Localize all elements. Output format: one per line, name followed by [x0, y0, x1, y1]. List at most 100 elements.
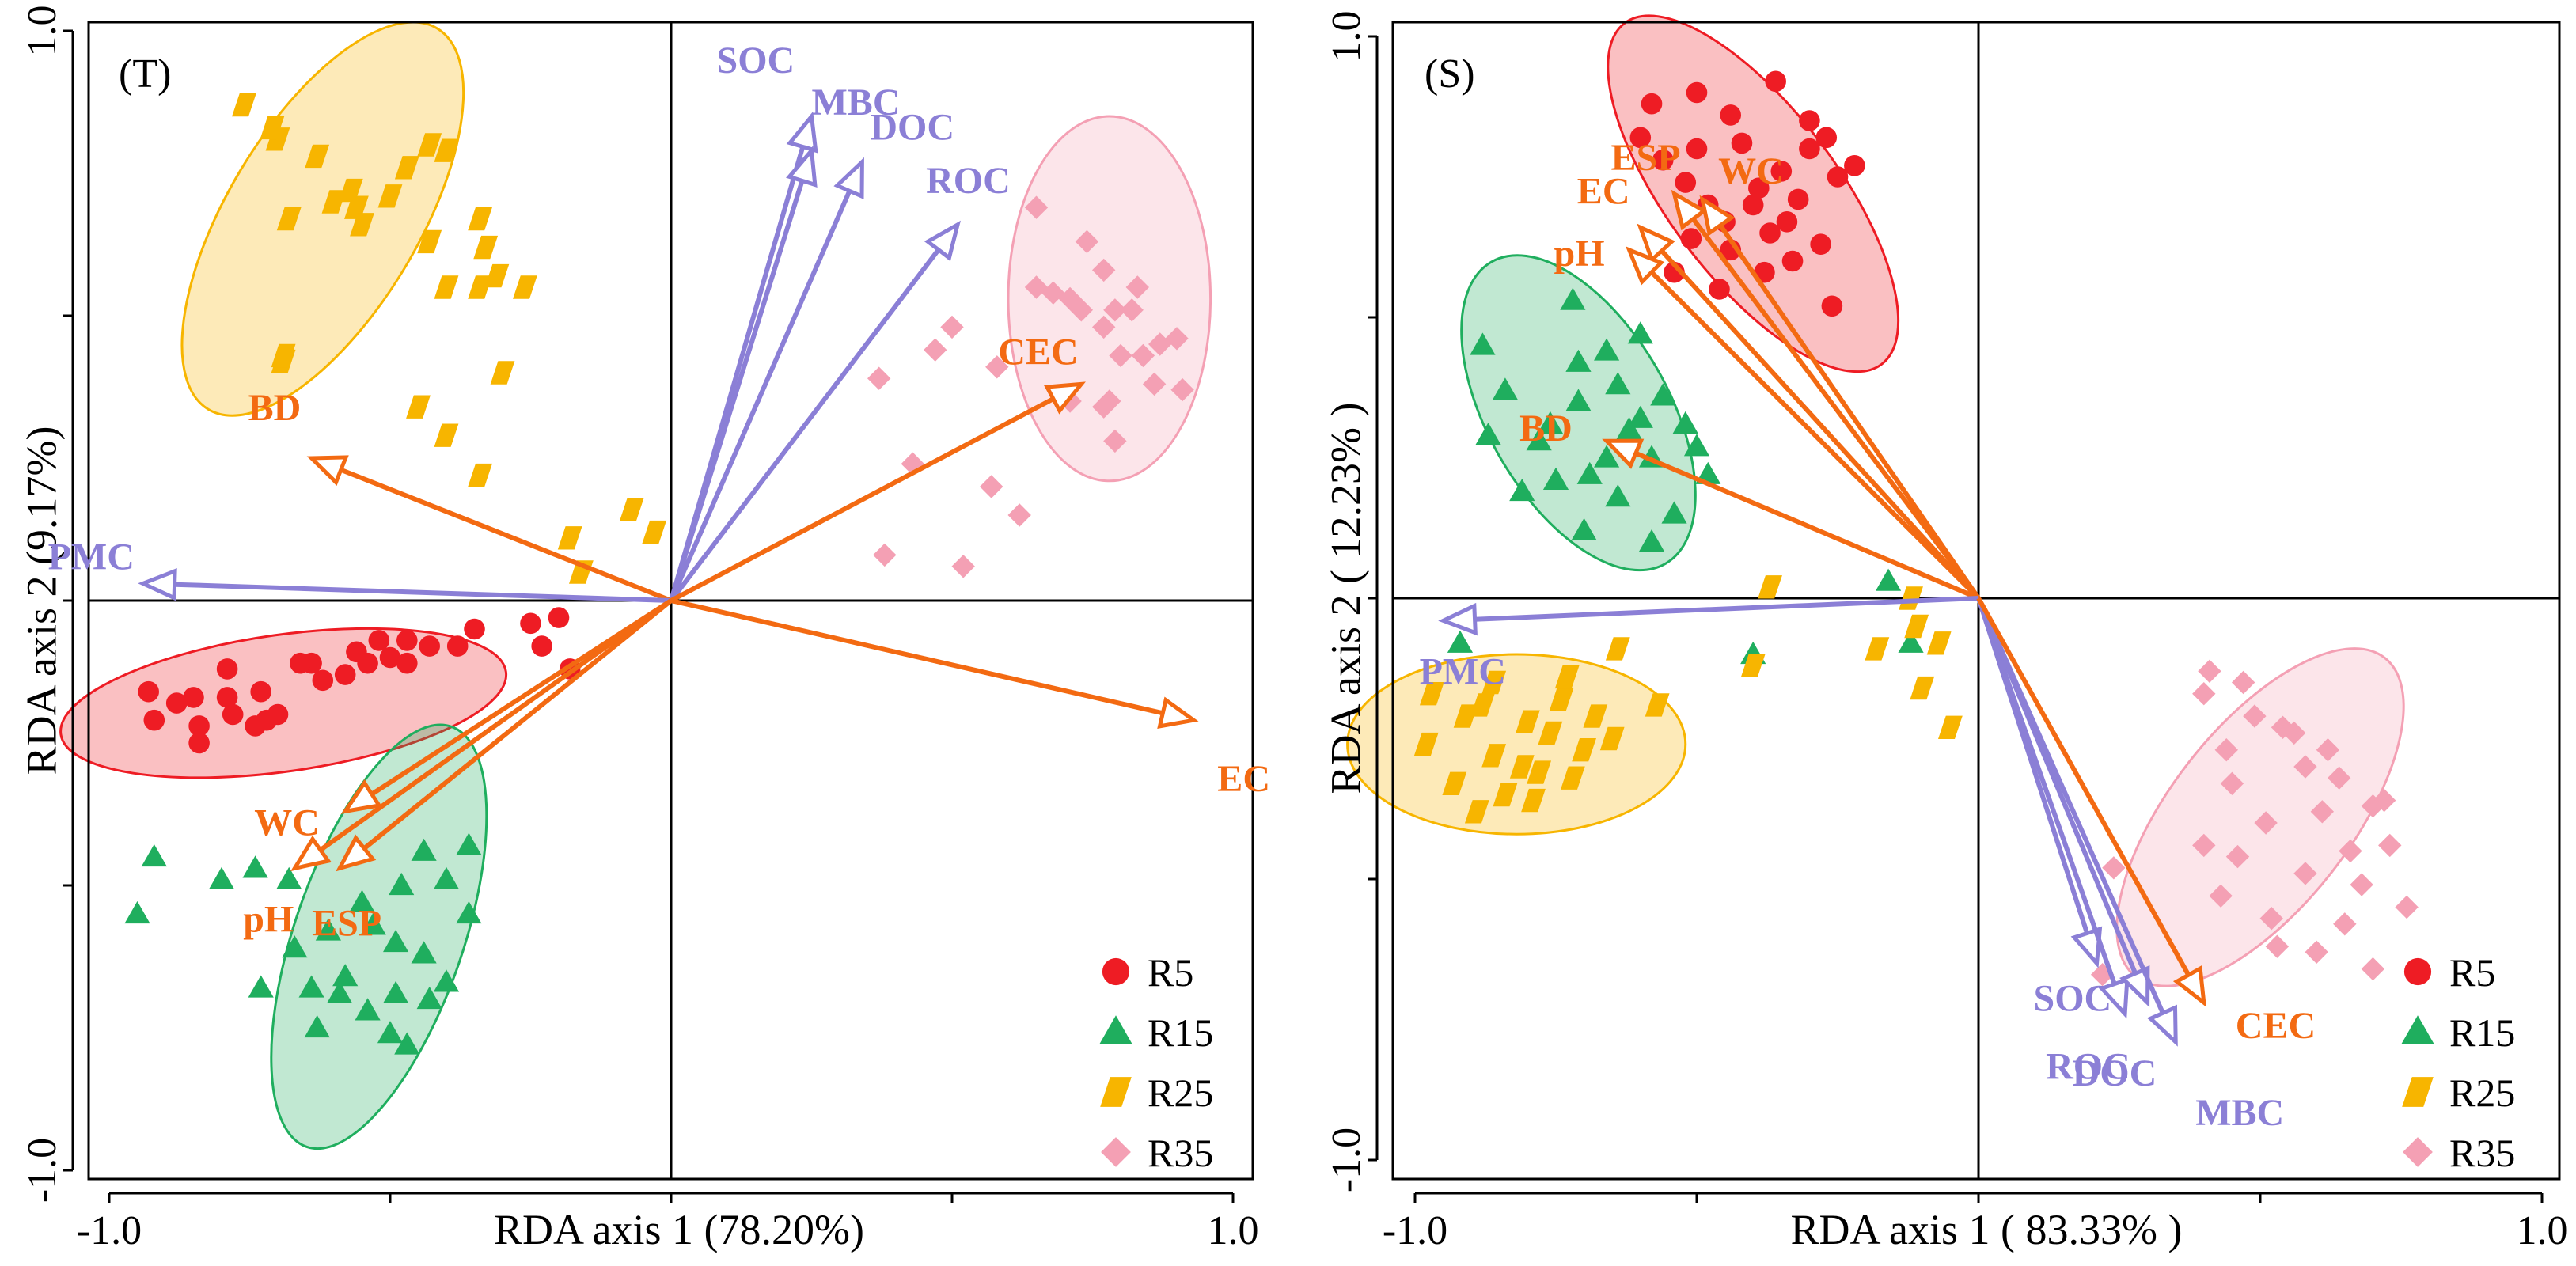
point-r15	[282, 935, 308, 958]
point-r25	[557, 526, 582, 550]
point-r35	[1024, 275, 1049, 299]
point-r5	[1709, 279, 1730, 300]
vector-arrowhead-bd	[306, 455, 349, 486]
point-r25	[1481, 670, 1507, 695]
point-r25	[434, 275, 459, 299]
point-r5	[188, 732, 210, 754]
point-r5	[216, 687, 238, 708]
point-r25	[1470, 693, 1495, 717]
point-r5	[1815, 127, 1838, 149]
point-r15	[1605, 372, 1631, 395]
point-r35	[1109, 343, 1132, 368]
point-r25	[642, 520, 667, 544]
point-r5	[419, 635, 440, 657]
vector-label-ph: pH	[1554, 233, 1605, 275]
vector-pmc	[1474, 596, 1979, 622]
point-r35	[873, 543, 897, 567]
point-r35	[2316, 738, 2340, 762]
point-r5	[188, 715, 210, 737]
point-r15	[1616, 416, 1642, 440]
point-r25	[417, 229, 442, 254]
vector-arrowhead-ec	[1157, 696, 1199, 729]
point-r25	[1509, 755, 1535, 779]
point-r35	[2361, 957, 2385, 981]
y-tick-label: 1.0	[20, 6, 65, 57]
point-r15	[1447, 630, 1474, 653]
x-axis-title: RDA axis 1 (78.20%)	[494, 1206, 864, 1253]
vector-mbc	[1976, 597, 2165, 1014]
point-r25	[1572, 738, 1596, 762]
point-r5	[290, 652, 311, 674]
point-r15	[1526, 428, 1552, 451]
vector-ph	[319, 598, 673, 852]
panel-s: -1.0 1.0 1.0 -1.0 RDA axis 1 ( 83.33% ) RDA a…	[1322, 11, 2568, 1254]
vector-label-wc: WC	[254, 802, 320, 843]
point-r35	[985, 355, 1009, 379]
point-r25	[276, 207, 302, 231]
point-r5	[165, 692, 188, 714]
vector-ph	[1649, 270, 1981, 601]
vector-label-cec: CEC	[2236, 1005, 2316, 1047]
point-r25	[1442, 771, 1467, 795]
ellipse-r25	[1346, 653, 1687, 836]
vector-arrowhead-ph	[1626, 246, 1665, 286]
point-r25	[1493, 783, 1518, 807]
point-r15	[383, 929, 409, 953]
point-r25	[305, 144, 330, 169]
vector-arrowhead-ph	[290, 835, 332, 872]
vector-arrowhead-mbc	[786, 146, 818, 188]
x-axis-title: RDA axis 1 ( 83.33% )	[1791, 1206, 2183, 1253]
point-r15	[355, 998, 381, 1021]
point-r25	[1413, 732, 1439, 756]
vector-label-pmc: PMC	[1420, 650, 1506, 692]
point-r5	[1686, 138, 1708, 160]
point-r35	[2192, 833, 2216, 858]
point-r15	[416, 986, 442, 1010]
point-r15	[1593, 445, 1620, 468]
vector-cec	[670, 396, 1055, 603]
point-r15	[1565, 349, 1592, 372]
point-r5	[1641, 93, 1663, 115]
point-r5	[520, 612, 541, 635]
vector-label-ph: pH	[243, 898, 294, 940]
vector-label-bd: BD	[1519, 407, 1573, 449]
point-r35	[924, 338, 947, 362]
point-r35	[2102, 856, 2126, 880]
point-r15	[315, 918, 341, 941]
point-r15	[433, 866, 460, 889]
point-r35	[2305, 940, 2328, 964]
x-tick-label: 1.0	[2517, 1208, 2568, 1253]
point-r35	[2271, 715, 2295, 739]
point-r25	[490, 361, 515, 385]
vector-label-mbc: MBC	[2195, 1092, 2284, 1134]
point-r5	[464, 618, 485, 640]
vector-bd	[340, 467, 673, 603]
point-r5	[1821, 295, 1843, 317]
point-r5	[1799, 138, 1820, 160]
point-r25	[434, 423, 459, 447]
point-r15	[248, 975, 274, 998]
point-r35	[2339, 839, 2362, 863]
point-r15	[456, 832, 482, 855]
point-r25	[1527, 760, 1552, 784]
point-r15	[389, 872, 415, 896]
point-r35	[1165, 327, 1189, 351]
point-r35	[1170, 377, 1194, 402]
point-r35	[2282, 721, 2306, 745]
point-r5	[1675, 172, 1697, 193]
point-r35	[1007, 503, 1031, 527]
point-r5	[548, 607, 570, 628]
vector-arrowhead-bd	[1602, 438, 1645, 469]
point-r25	[377, 184, 403, 208]
legend-label-r15: R15	[1148, 1010, 1213, 1055]
point-r15	[1537, 411, 1563, 434]
point-r15	[394, 1032, 420, 1055]
point-r25	[350, 213, 374, 237]
point-r25	[417, 133, 442, 157]
vector-label-esp: ESP	[1611, 137, 1681, 179]
vector-arrowhead-wc	[1699, 195, 1736, 237]
point-r25	[1910, 676, 1935, 700]
point-r35	[940, 315, 964, 339]
legend-label-r35: R35	[2449, 1131, 2515, 1175]
panel-title: (S)	[1425, 51, 1475, 97]
